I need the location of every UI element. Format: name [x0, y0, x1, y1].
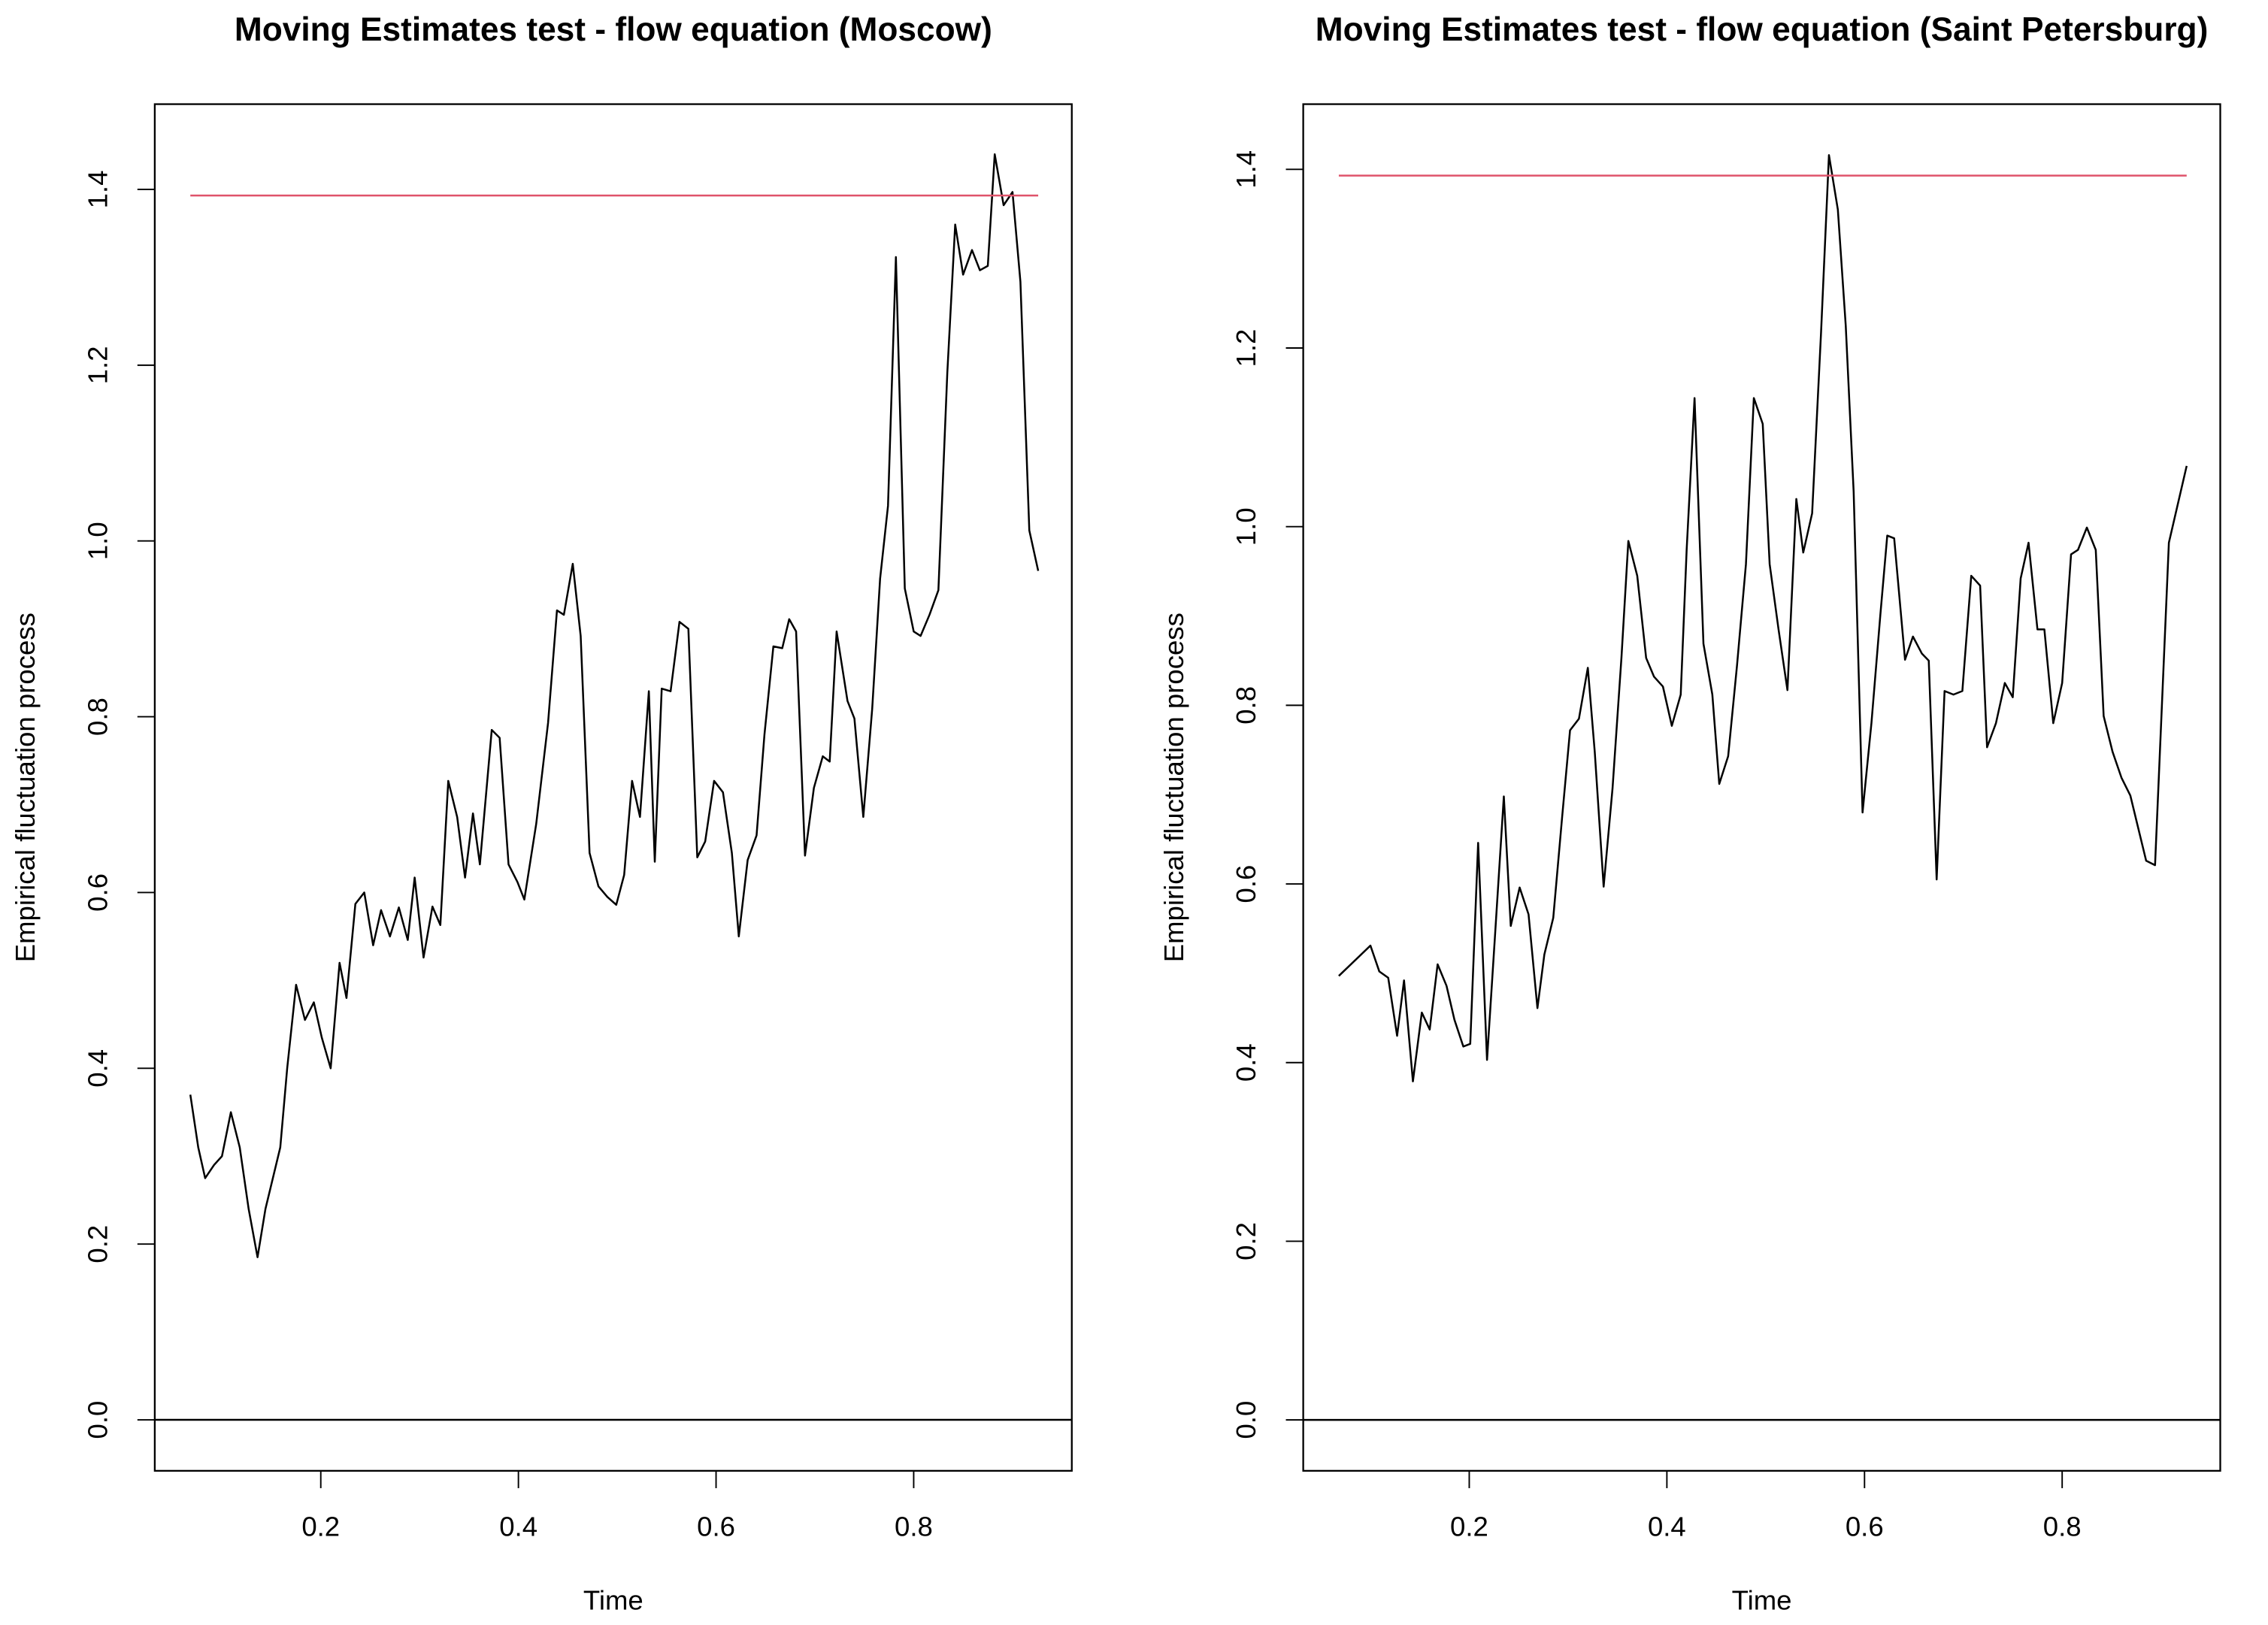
y-tick-label: 1.0 — [82, 522, 113, 560]
y-tick-label: 0.4 — [1231, 1043, 1261, 1082]
y-tick-label: 0.0 — [1231, 1401, 1261, 1439]
x-tick-label: 0.4 — [499, 1511, 537, 1542]
x-tick-label: 0.6 — [1846, 1511, 1884, 1542]
y-tick-label: 1.4 — [1231, 150, 1261, 189]
series-line — [1338, 154, 2188, 1082]
y-tick-label: 1.4 — [82, 171, 113, 209]
y-tick-label: 1.2 — [1231, 329, 1261, 368]
y-tick-label: 1.0 — [1231, 507, 1261, 546]
plot-frame — [1302, 103, 2221, 1472]
x-axis-label: Time — [1732, 1585, 1792, 1616]
x-tick-label: 0.8 — [2043, 1511, 2082, 1542]
y-tick-label: 0.8 — [1231, 686, 1261, 725]
y-tick-label: 0.4 — [82, 1049, 113, 1088]
x-tick-label: 0.2 — [1450, 1511, 1488, 1542]
y-tick-label: 0.8 — [82, 698, 113, 736]
x-tick-label: 0.4 — [1648, 1511, 1686, 1542]
series-line — [189, 153, 1040, 1258]
y-axis-label: Empirical fluctuation process — [10, 613, 41, 962]
y-tick-label: 0.6 — [1231, 865, 1261, 903]
y-axis-label: Empirical fluctuation process — [1158, 613, 1189, 962]
y-tick-label: 0.6 — [82, 873, 113, 912]
chart-title: Moving Estimates test - flow equation (M… — [235, 11, 992, 48]
y-tick-label: 0.0 — [82, 1401, 113, 1439]
chart-title: Moving Estimates test - flow equation (S… — [1316, 11, 2209, 48]
plot-frame — [153, 103, 1073, 1472]
x-tick-label: 0.2 — [301, 1511, 340, 1542]
y-tick-label: 0.2 — [82, 1225, 113, 1263]
x-tick-label: 0.8 — [895, 1511, 933, 1542]
y-tick-label: 0.2 — [1231, 1222, 1261, 1260]
x-axis-label: Time — [583, 1585, 643, 1616]
x-tick-label: 0.6 — [697, 1511, 735, 1542]
y-tick-label: 1.2 — [82, 346, 113, 384]
